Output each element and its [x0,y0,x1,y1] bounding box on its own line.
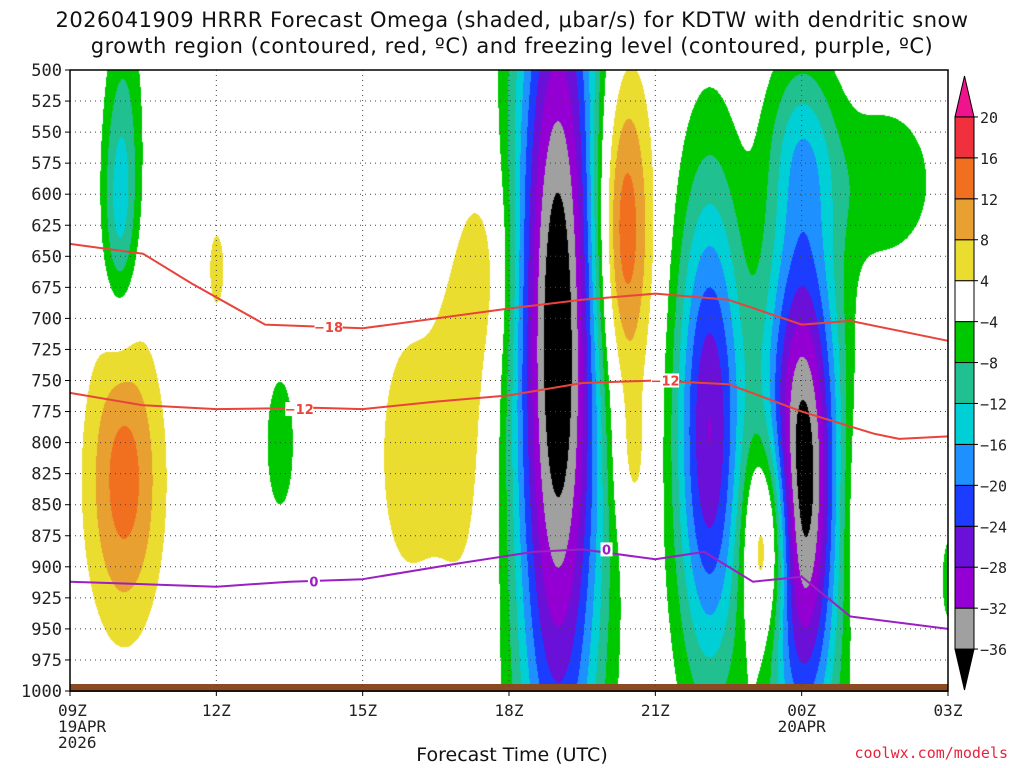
colorbar-swatch [954,566,975,609]
colorbar-swatch [954,443,975,486]
colorbar-swatch [954,157,975,200]
contour-label: −12 [285,402,314,418]
contour-label: −12 [651,373,680,390]
y-tick-label: 950 [31,620,62,640]
y-tick-label: 575 [31,154,62,174]
x-tick-label: 20APR [778,717,827,736]
contour-label: 0 [307,574,320,591]
contour-line-0 [69,548,949,630]
x-tick-label: 15Z [348,701,377,720]
y-tick-label: 925 [31,589,62,609]
y-tick-label: 675 [31,278,62,298]
x-tick-label: 19APR [58,717,107,736]
colorbar-label: −28 [980,559,1007,577]
contour-line-m12 [69,379,949,440]
colorbar-label: −36 [980,641,1007,659]
svg-text:0: 0 [602,543,611,558]
colorbar-swatch [954,362,975,404]
colorbar-label: 12 [980,191,998,209]
colorbar-swatch [954,280,975,323]
colorbar-label: −32 [980,600,1007,618]
colorbar-label: −20 [980,477,1007,495]
colorbar-swatch [954,116,975,159]
y-tick-label: 850 [31,496,62,516]
x-axis-label: Forecast Time (UTC) [416,744,608,766]
colorbar-label: −16 [980,436,1007,454]
x-tick-label: 18Z [495,701,524,720]
y-tick-label: 1000 [21,682,62,702]
x-tick-label: 09Z [58,701,87,720]
x-tick-label: 00Z [787,701,816,720]
colorbar-label: −8 [980,355,998,373]
y-tick-label: 625 [31,216,62,236]
colorbar-label: 20 [980,109,998,127]
svg-text:−18: −18 [314,321,343,336]
y-tick-label: 750 [31,372,62,392]
colorbar: 20 16 12 8 4 −4 −8 −12 −16 −20 −24 −28 −32 −36 [954,75,1007,691]
x-tick-label: 2026 [58,733,97,752]
colorbar-swatch [954,607,975,650]
y-tick-label: 700 [31,309,62,329]
y-tick-label: 550 [31,123,62,143]
colorbar-swatch [954,484,975,527]
colorbar-label: −4 [980,314,998,332]
svg-text:−12: −12 [651,375,680,390]
colorbar-label: 4 [980,273,989,291]
y-tick-label: 975 [31,651,62,671]
svg-text:0: 0 [309,576,318,591]
y-tick-label: 725 [31,340,62,360]
colorbar-swatch [954,648,975,691]
y-tick-label: 650 [31,247,62,267]
contour-label: 0 [600,542,613,558]
colorbar-swatch [954,525,975,568]
y-tick-label: 525 [31,92,62,112]
y-tick-label: 500 [31,61,62,81]
y-tick-label: 900 [31,558,62,578]
chart-title-line2: growth region (contoured, red, ºC) and f… [90,34,934,58]
colorbar-label: −12 [980,395,1007,413]
contour-line-m18 [69,242,949,342]
colorbar-swatch [954,321,975,364]
y-tick-label: 825 [31,465,62,485]
colorbar-swatch [954,402,975,445]
colorbar-label: 8 [980,232,989,250]
credit-text: coolwx.com/models [854,744,1008,762]
x-tick-label: 03Z [934,701,963,720]
chart-title-line1: 2026041909 HRRR Forecast Omega (shaded, … [55,8,969,32]
y-tick-label: 775 [31,403,62,423]
colorbar-swatch [954,198,975,241]
colorbar-label: 16 [980,150,998,168]
contour-label: −18 [314,320,343,336]
y-tick-label: 875 [31,527,62,547]
y-tick-label: 800 [31,434,62,454]
svg-text:−12: −12 [285,403,314,418]
x-tick-label: 12Z [202,701,231,720]
colorbar-label: −24 [980,518,1007,536]
x-tick-label: 21Z [641,701,670,720]
y-tick-label: 600 [31,185,62,205]
ground-strip [70,684,948,692]
colorbar-swatch [954,75,975,118]
colorbar-swatch [954,239,975,282]
